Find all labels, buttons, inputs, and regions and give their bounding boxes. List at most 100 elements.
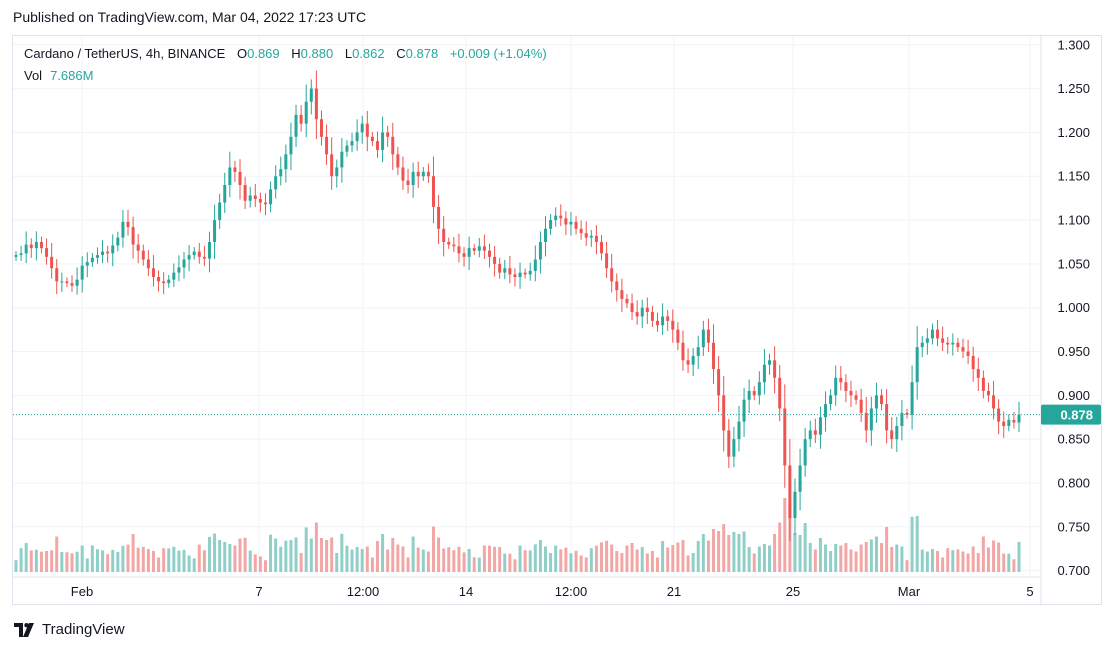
volume-bar	[482, 545, 486, 572]
candle-body	[442, 228, 446, 242]
candle-body	[793, 491, 797, 519]
candle-body	[90, 257, 94, 263]
volume-bar	[844, 543, 848, 572]
last-price-label: 0.878	[1060, 408, 1093, 423]
candle-body	[157, 277, 161, 282]
volume-bar	[691, 553, 695, 572]
candle-body	[788, 465, 792, 519]
candle-body	[45, 248, 49, 257]
volume-bar	[218, 540, 222, 572]
candle-body	[925, 338, 929, 343]
volume-bar	[610, 544, 614, 572]
candle-body	[946, 342, 950, 345]
volume-bar	[915, 516, 919, 572]
volume-bar	[330, 537, 334, 572]
volume-bar	[350, 549, 354, 572]
candle-body	[375, 141, 379, 150]
candle-body	[976, 369, 980, 378]
volume-bar	[559, 549, 563, 572]
candle-body	[258, 199, 262, 203]
volume-bar	[676, 542, 680, 572]
volume-bar	[538, 540, 542, 572]
candle-body	[834, 377, 838, 396]
candle-body	[936, 329, 940, 339]
candle-body	[523, 272, 527, 275]
candle-body	[34, 241, 38, 249]
volume-bar	[14, 560, 18, 572]
candle-body	[141, 250, 145, 260]
volume-bar	[289, 540, 293, 572]
volume-bar	[920, 549, 924, 572]
volume-value: 7.686M	[50, 68, 94, 83]
candle-body	[146, 259, 150, 269]
volume-bar	[223, 542, 227, 572]
candle-body	[966, 351, 970, 356]
candle-body	[14, 255, 18, 257]
volume-bar	[656, 557, 660, 572]
candle-body	[24, 244, 28, 254]
candle-body	[1002, 421, 1006, 427]
volume-bar	[207, 536, 211, 572]
candle-body	[594, 235, 598, 242]
candle-body	[493, 256, 497, 264]
candle-body	[284, 154, 288, 170]
volume-bar	[625, 545, 629, 572]
candle-body	[106, 251, 110, 254]
volume-bar	[213, 533, 217, 572]
chart-frame[interactable]	[12, 35, 1102, 605]
volume-bar	[803, 523, 807, 572]
candle-body	[839, 377, 843, 383]
candle-body	[605, 253, 609, 269]
volume-bar	[238, 538, 242, 572]
candle-body	[39, 241, 43, 249]
candle-body	[645, 307, 649, 313]
volume-bar	[706, 540, 710, 572]
open-label: O	[236, 46, 248, 61]
volume-bar	[686, 555, 690, 572]
price-tick-label: 0.700	[1057, 563, 1090, 578]
published-caption: Published on TradingView.com, Mar 04, 20…	[13, 9, 367, 25]
candle-body	[630, 303, 634, 313]
volume-bar	[818, 538, 822, 572]
volume-bar	[966, 553, 970, 572]
candle-body	[742, 399, 746, 422]
volume-bar	[605, 540, 609, 572]
candle-body	[360, 123, 364, 133]
candle-body	[813, 430, 817, 435]
volume-bar	[452, 550, 456, 572]
volume-bar	[829, 551, 833, 572]
candle-body	[564, 218, 568, 225]
candle-body	[304, 101, 308, 124]
candle-body	[747, 390, 751, 400]
footer-brand[interactable]: TradingView	[14, 621, 125, 638]
volume-bar	[971, 546, 975, 572]
candle-body	[727, 430, 731, 457]
candle-body	[253, 195, 257, 200]
volume-bar	[401, 546, 405, 572]
candle-body	[533, 259, 537, 271]
volume-bar	[106, 554, 110, 572]
candle-body	[482, 246, 486, 251]
volume-bar	[375, 541, 379, 572]
volume-bar	[157, 557, 161, 572]
grid	[13, 36, 1041, 575]
volume-bar	[477, 557, 481, 572]
candle-body	[340, 151, 344, 168]
candle-body	[971, 355, 975, 370]
volume-bar	[243, 537, 247, 572]
candle-body	[386, 132, 390, 137]
candle-body	[818, 417, 822, 435]
candle-body	[477, 246, 481, 251]
candle-body	[131, 227, 135, 245]
volume-bar	[85, 558, 89, 572]
candle-body	[905, 412, 909, 415]
volume-label: Vol	[24, 68, 43, 83]
price-tick-label: 1.100	[1057, 213, 1090, 228]
candle-body	[1012, 419, 1016, 423]
volume-bar	[340, 533, 344, 572]
candle-body	[1007, 419, 1011, 427]
volume-bar	[986, 547, 990, 572]
volume-bar	[732, 532, 736, 572]
candle-body	[584, 233, 588, 238]
